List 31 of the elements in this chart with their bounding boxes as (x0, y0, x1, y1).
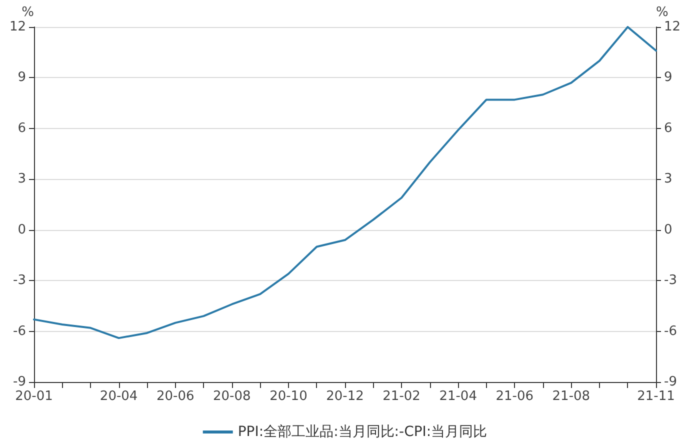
x-tick-label: 21-06 (496, 389, 534, 404)
x-tick-label: 21-04 (439, 389, 477, 404)
y2-tick-label: -9 (664, 374, 677, 390)
x-tick-label: 20-04 (100, 389, 138, 404)
x-tick-label: 21-02 (382, 389, 420, 404)
y2-tick-label: 9 (664, 70, 672, 86)
y-tick-label: 3 (18, 172, 26, 187)
y2-tick-label: 3 (664, 172, 672, 187)
legend-label: PPI:全部工业品:当月同比:-CPI:当月同比 (238, 424, 488, 440)
y-axis-title: % (22, 5, 34, 20)
y2-tick-label: 12 (664, 20, 681, 34)
y2-tick-label: 6 (664, 120, 672, 136)
x-tick-label: 20-12 (326, 389, 364, 404)
y-tick-label: 6 (18, 120, 26, 136)
y-tick-label: 0 (18, 222, 26, 238)
y-tick-label: 12 (9, 20, 26, 34)
y2-axis-title: % (656, 5, 668, 20)
x-tick-label: 20-06 (156, 389, 194, 404)
y2-tick-label: -6 (664, 324, 677, 339)
x-tick-label: 20-08 (213, 389, 251, 404)
y2-tick-label: -3 (664, 273, 677, 288)
y-tick-label: -9 (13, 374, 26, 390)
x-tick-label: 21-08 (552, 389, 590, 404)
y-tick-label: -3 (13, 273, 26, 288)
x-tick-label: 20-01 (15, 389, 53, 404)
y-tick-label: -6 (13, 324, 26, 339)
x-tick-label: 21-11 (637, 389, 675, 404)
x-tick-label: 20-10 (270, 389, 308, 404)
y2-tick-label: 0 (664, 222, 672, 238)
line-series (33, 26, 657, 340)
y-tick-label: 9 (18, 70, 26, 86)
